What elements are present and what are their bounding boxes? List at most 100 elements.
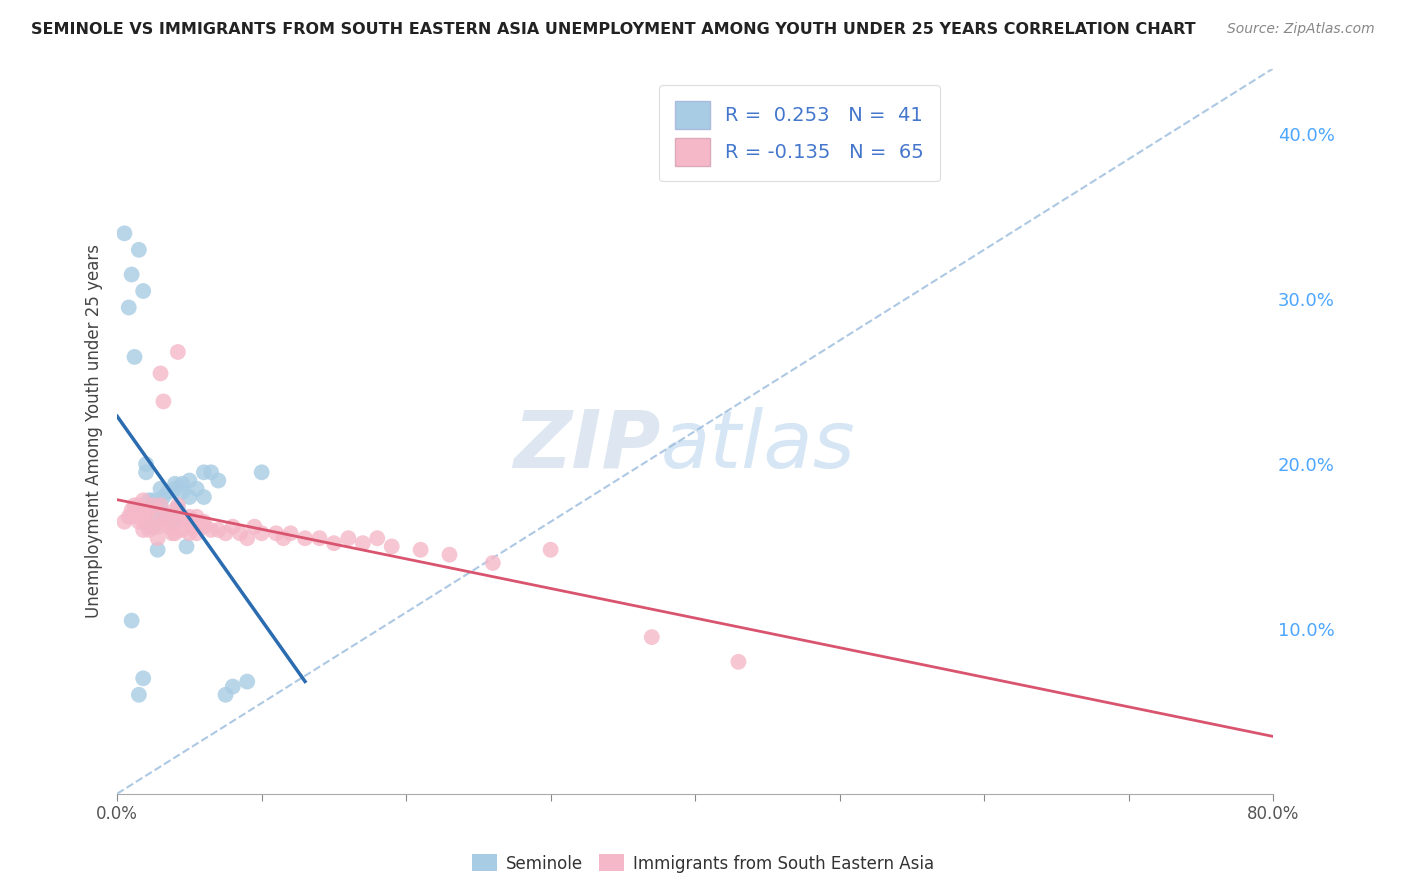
Point [146, 507, 169, 521]
Point [172, 485, 194, 500]
Point [142, 493, 165, 508]
Point [163, 515, 186, 529]
Point [149, 498, 172, 512]
Point [200, 523, 222, 537]
Point [193, 490, 215, 504]
Point [149, 367, 172, 381]
Point [142, 519, 165, 533]
Point [163, 503, 186, 517]
Point [142, 519, 165, 533]
Point [121, 268, 143, 282]
Point [352, 536, 374, 550]
Point [193, 465, 215, 479]
Point [135, 507, 157, 521]
Point [167, 345, 190, 359]
Point [439, 548, 461, 562]
Text: Source: ZipAtlas.com: Source: ZipAtlas.com [1227, 22, 1375, 37]
Point [163, 526, 186, 541]
Point [214, 526, 236, 541]
Legend: Seminole, Immigrants from South Eastern Asia: Seminole, Immigrants from South Eastern … [465, 847, 941, 880]
Point [121, 614, 143, 628]
Point [181, 519, 204, 533]
Point [124, 498, 146, 512]
Point [128, 515, 150, 529]
Point [179, 474, 201, 488]
Point [156, 485, 179, 500]
Point [337, 531, 360, 545]
Point [132, 523, 155, 537]
Point [132, 284, 155, 298]
Point [250, 465, 273, 479]
Point [176, 515, 198, 529]
Text: SEMINOLE VS IMMIGRANTS FROM SOUTH EASTERN ASIA UNEMPLOYMENT AMONG YOUTH UNDER 25: SEMINOLE VS IMMIGRANTS FROM SOUTH EASTER… [31, 22, 1195, 37]
Point [138, 503, 160, 517]
Point [127, 509, 149, 524]
Point [222, 519, 245, 533]
Point [172, 476, 194, 491]
Point [641, 630, 664, 644]
Point [236, 674, 259, 689]
Point [149, 498, 172, 512]
Point [409, 542, 432, 557]
Point [121, 503, 143, 517]
Point [128, 688, 150, 702]
Point [167, 498, 190, 512]
Point [152, 507, 174, 521]
Point [146, 531, 169, 545]
Point [124, 350, 146, 364]
Point [322, 536, 344, 550]
Point [128, 243, 150, 257]
Point [146, 542, 169, 557]
Point [273, 531, 295, 545]
Point [138, 523, 160, 537]
Point [540, 542, 562, 557]
Point [142, 498, 165, 512]
Point [138, 493, 160, 508]
Point [118, 509, 141, 524]
Point [179, 490, 201, 504]
Point [135, 515, 157, 529]
Point [186, 509, 208, 524]
Point [152, 394, 174, 409]
Point [727, 655, 749, 669]
Point [308, 531, 330, 545]
Point [294, 531, 316, 545]
Point [138, 519, 160, 533]
Point [179, 526, 201, 541]
Point [163, 476, 186, 491]
Point [229, 526, 252, 541]
Y-axis label: Unemployment Among Youth under 25 years: Unemployment Among Youth under 25 years [86, 244, 103, 618]
Point [482, 556, 505, 570]
Point [200, 465, 222, 479]
Point [132, 671, 155, 685]
Point [152, 490, 174, 504]
Point [381, 540, 404, 554]
Point [128, 498, 150, 512]
Point [207, 523, 229, 537]
Point [118, 301, 141, 315]
Point [243, 519, 266, 533]
Point [160, 526, 183, 541]
Point [366, 531, 388, 545]
Legend: R =  0.253   N =  41, R = -0.135   N =  65: R = 0.253 N = 41, R = -0.135 N = 65 [659, 86, 939, 181]
Point [156, 519, 179, 533]
Point [135, 465, 157, 479]
Point [146, 509, 169, 524]
Point [186, 482, 208, 496]
Point [163, 482, 186, 496]
Point [186, 526, 208, 541]
Point [193, 515, 215, 529]
Point [207, 474, 229, 488]
Point [132, 493, 155, 508]
Text: ZIP: ZIP [513, 407, 661, 484]
Point [112, 515, 135, 529]
Point [112, 227, 135, 241]
Point [156, 509, 179, 524]
Point [152, 515, 174, 529]
Point [146, 519, 169, 533]
Point [250, 526, 273, 541]
Point [160, 515, 183, 529]
Point [149, 482, 172, 496]
Point [135, 457, 157, 471]
Point [172, 523, 194, 537]
